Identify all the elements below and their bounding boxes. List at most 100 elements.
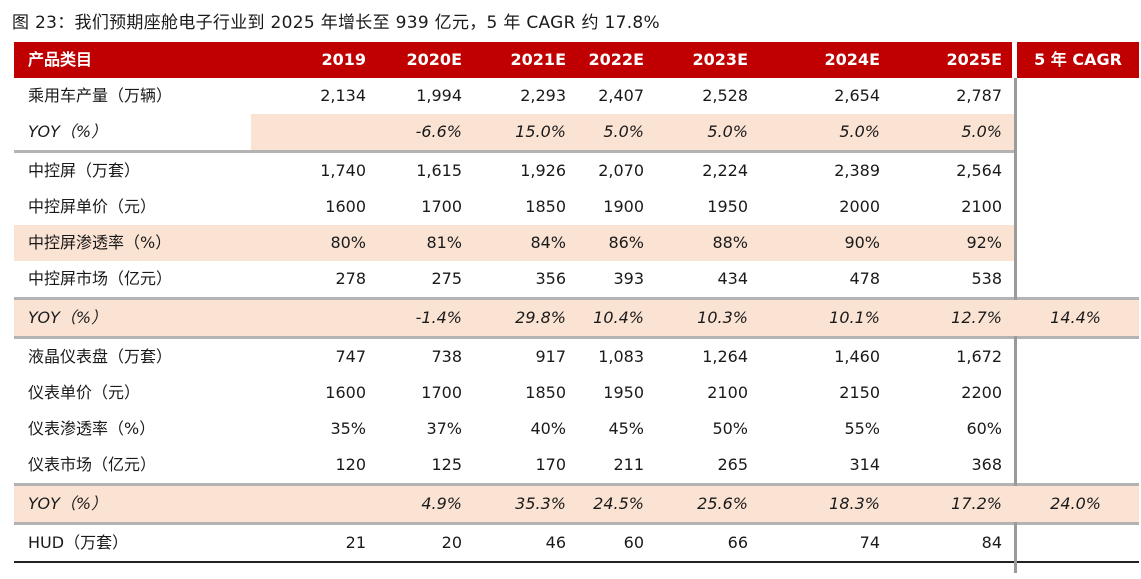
cell-value: 170 [535,455,566,474]
cell-value: 60% [966,419,1002,438]
row-label: 中控屏（万套） [28,161,141,180]
cell-value: 120 [335,455,366,474]
header-year: 2024E [824,50,880,69]
header-cagr: 5 年 CAGR [1034,50,1122,69]
cell-value: 17.2% [951,494,1002,513]
cell-value: 1850 [525,383,566,402]
row-label: 中控屏渗透率（%） [28,233,172,252]
cell-value: 125 [431,455,462,474]
table-row: 仪表单价（元） 1600 1700 1850 1950 2100 2150 22… [14,375,1139,411]
row-divider [14,336,1139,339]
cell-value: 60 [623,533,644,552]
cell-value: 86% [608,233,644,252]
cell-value: 74 [859,533,880,552]
cagr-value: 14.4% [1050,308,1101,327]
cell-value: 2100 [961,197,1002,216]
row-label: 中控屏市场（亿元） [28,269,173,288]
cell-value: 2,134 [320,86,366,105]
cell-value: 4.9% [421,494,462,513]
cell-value: 275 [431,269,462,288]
cell-value: 10.1% [829,308,880,327]
cell-value: 90% [844,233,880,252]
cell-value: 478 [849,269,880,288]
cell-value: 1950 [603,383,644,402]
table-row: HUD（万套） 21 20 46 60 66 74 84 [14,525,1139,561]
cell-value: 2,564 [956,161,1002,180]
cell-value: 24.5% [593,494,644,513]
cell-value: 2200 [961,383,1002,402]
cell-value [306,300,366,336]
table-row: 乘用车产量（万辆） 2,134 1,994 2,293 2,407 2,528 … [14,78,1139,114]
cell-value: 356 [535,269,566,288]
table-bottom-border [14,561,1139,563]
cell-value: 35.3% [515,494,566,513]
cell-value: 50% [712,419,748,438]
cell-value: 1700 [421,197,462,216]
cell-value: 2,389 [834,161,880,180]
cell-value: 25.6% [697,494,748,513]
table-header: 产品类目 2019 2020E 2021E 2022E 2023E 2024E … [14,42,1139,78]
cell-value: 5.0% [839,122,880,141]
cell-value: 55% [844,419,880,438]
cell-value: 1,264 [702,347,748,366]
row-highlight [14,225,1014,261]
row-label: HUD（万套） [28,533,129,552]
row-label: 仪表渗透率（%） [28,419,156,438]
row-highlight [251,114,1014,150]
header-year: 2023E [692,50,748,69]
cell-value: 84% [530,233,566,252]
cell-value: 747 [335,347,366,366]
cell-value [306,114,366,150]
cell-value: 265 [717,455,748,474]
cell-value: 2150 [839,383,880,402]
cell-value: 2,407 [598,86,644,105]
row-highlight [14,486,1139,522]
cell-value: 1700 [421,383,462,402]
figure-title: 图 23：我们预期座舱电子行业到 2025 年增长至 939 亿元，5 年 CA… [12,13,660,33]
cell-value: 92% [966,233,1002,252]
cell-value: 18.3% [829,494,880,513]
cell-value [306,486,366,522]
row-label: 仪表市场（亿元） [28,455,157,474]
row-label: YOY（%） [28,494,108,513]
cell-value: 393 [613,269,644,288]
header-year: 2025E [946,50,1002,69]
cell-value: 15.0% [515,122,566,141]
table-row: 中控屏单价（元） 1600 1700 1850 1900 1950 2000 2… [14,189,1139,225]
cell-value: 80% [330,233,366,252]
cell-value: 2000 [839,197,880,216]
header-category: 产品类目 [28,50,93,69]
cell-value: 278 [335,269,366,288]
table-row: 仪表渗透率（%） 35% 37% 40% 45% 50% 55% 60% [14,411,1139,447]
cell-value: 2,224 [702,161,748,180]
row-highlight [14,300,1139,336]
row-label: 中控屏单价（元） [28,197,157,216]
cell-value: 368 [971,455,1002,474]
cell-value: 1,994 [416,86,462,105]
header-year: 2020E [406,50,462,69]
cell-value: 1600 [325,197,366,216]
cell-value: 1,460 [834,347,880,366]
cell-value: 2,293 [520,86,566,105]
row-label: YOY（%） [28,122,108,141]
cell-value: 1,615 [416,161,462,180]
row-label: YOY（%） [28,308,108,327]
data-table: 产品类目 2019 2020E 2021E 2022E 2023E 2024E … [14,42,1139,573]
table-row: YOY（%） 4.9% 35.3% 24.5% 25.6% 18.3% 17.2… [14,486,1139,522]
cell-value: 211 [613,455,644,474]
cell-value: 5.0% [961,122,1002,141]
cell-value: 5.0% [707,122,748,141]
row-divider [14,150,1014,153]
header-divider [1012,42,1017,78]
cell-value: 5.0% [603,122,644,141]
header-year: 2021E [510,50,566,69]
table-row: YOY（%） -6.6% 15.0% 5.0% 5.0% 5.0% 5.0% [14,114,1139,150]
cell-value: 1,926 [520,161,566,180]
table-row: 仪表市场（亿元） 120 125 170 211 265 314 368 [14,447,1139,483]
cell-value: 738 [431,347,462,366]
cell-value: 2,787 [956,86,1002,105]
row-divider [14,297,1139,300]
cell-value: 21 [345,533,366,552]
cell-value: 2,070 [598,161,644,180]
cell-value: 29.8% [515,308,566,327]
